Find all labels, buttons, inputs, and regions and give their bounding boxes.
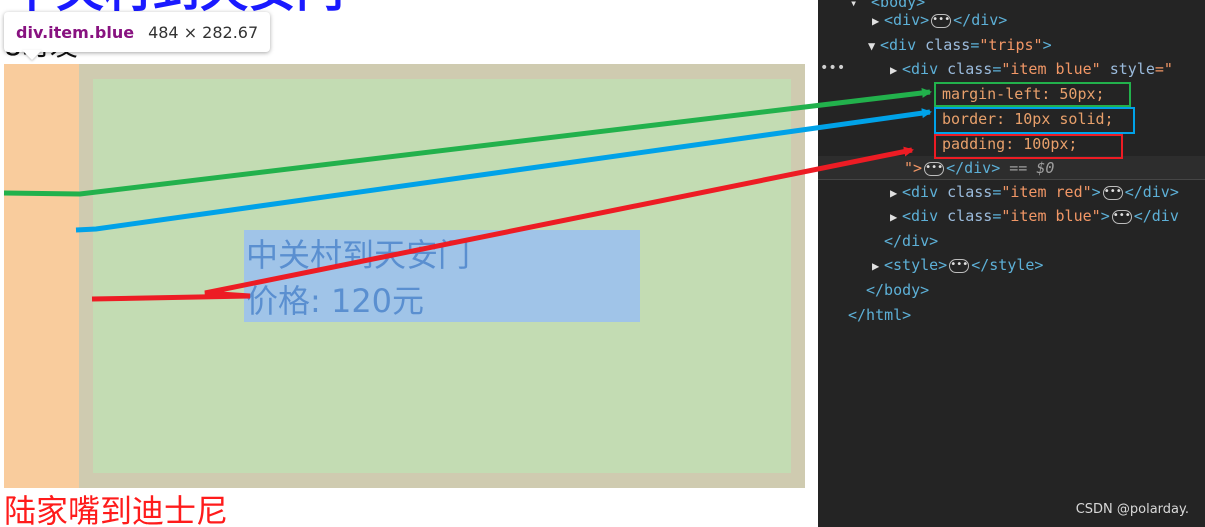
- expand-triangle-icon[interactable]: ▶: [890, 63, 898, 77]
- dom-node-style[interactable]: ▶ <style> ••• </style>: [872, 253, 1043, 277]
- devtools-elements-panel: ▾ <body> ▶ <div> ••• </div> ▼ <div class="tr…: [818, 0, 1205, 527]
- style-padding[interactable]: padding: 100px;: [942, 135, 1078, 153]
- red-item-text: 陆家嘴到迪士尼: [4, 492, 229, 527]
- style-margin-left[interactable]: margin-left: 50px;: [942, 85, 1105, 103]
- padding-annotation-box: [934, 134, 1123, 159]
- dom-node-html-close[interactable]: </html>: [848, 306, 912, 324]
- expand-triangle-icon[interactable]: ▶: [890, 186, 898, 200]
- ellipsis-icon[interactable]: •••: [924, 161, 945, 176]
- expand-triangle-icon[interactable]: ▶: [890, 210, 898, 224]
- dom-node-body-close[interactable]: </body>: [866, 281, 930, 299]
- dom-node-div[interactable]: ▶ <div> ••• </div>: [872, 8, 1007, 32]
- border-annotation-box: [934, 107, 1135, 134]
- tooltip-selector: div.item.blue: [16, 22, 135, 42]
- tooltip-pointer: [22, 50, 42, 60]
- dom-node-item-blue-selected[interactable]: ▶ <div class="item blue" style=": [890, 57, 1173, 81]
- expand-triangle-icon[interactable]: ▶: [872, 14, 880, 28]
- collapse-triangle-icon[interactable]: ▼: [868, 39, 876, 53]
- tooltip-dimensions: 484 × 282.67: [148, 22, 259, 42]
- panel-divider: [818, 179, 1205, 180]
- dom-node-body[interactable]: ▾ <body>: [850, 0, 925, 14]
- inspect-tooltip: div.item.blue 484 × 282.67: [4, 12, 271, 52]
- margin-annotation-box: [934, 82, 1131, 107]
- item-price-text: 价格: 120元: [246, 282, 425, 320]
- ellipsis-icon[interactable]: •••: [1102, 185, 1123, 200]
- ellipsis-icon[interactable]: •••: [931, 13, 952, 28]
- dom-node-close-selected[interactable]: "> ••• </div> == $0: [904, 159, 1055, 177]
- collapse-triangle-icon[interactable]: ▾: [850, 0, 858, 10]
- page-heading: 中关村到天安门: [8, 0, 344, 14]
- margin-highlight: [4, 64, 79, 488]
- style-border[interactable]: border: 10px solid;: [942, 110, 1114, 128]
- browser-viewport: 中关村到天安门 8时发 中关村到天安门 价格: 120元 陆家嘴到迪士尼 div…: [4, 0, 805, 527]
- expand-triangle-icon[interactable]: ▶: [872, 259, 880, 273]
- item-route-text: 中关村到天安门: [246, 236, 471, 274]
- dom-node-trips[interactable]: ▼ <div class="trips">: [868, 33, 1052, 57]
- ellipsis-icon[interactable]: •••: [949, 258, 970, 273]
- dom-node-item-blue[interactable]: ▶ <div class="item blue"> ••• </div: [890, 204, 1179, 228]
- ellipsis-icon[interactable]: •••: [1111, 209, 1132, 224]
- dom-node-trips-close[interactable]: </div>: [884, 232, 939, 250]
- dom-node-item-red[interactable]: ▶ <div class="item red"> ••• </div>: [890, 180, 1179, 204]
- gutter-ellipsis-icon[interactable]: •••: [820, 60, 846, 76]
- watermark-text: CSDN @polarday.: [1075, 502, 1189, 517]
